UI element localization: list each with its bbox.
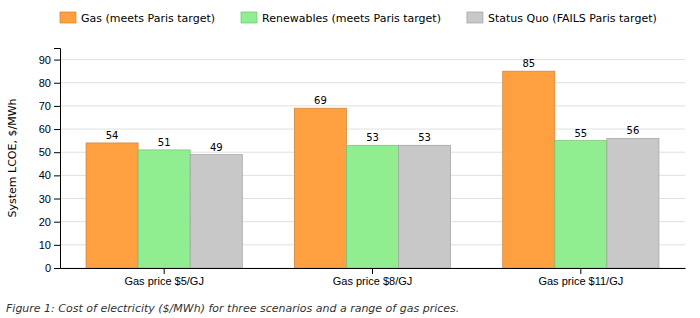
data-label: 55 — [574, 128, 587, 139]
y-tick-mark — [54, 245, 60, 246]
y-tick-mark — [54, 60, 60, 61]
data-label: 53 — [418, 132, 431, 143]
bar — [555, 141, 607, 268]
y-tick-mark — [54, 152, 60, 153]
bar — [503, 71, 555, 268]
legend-item: Renewables (meets Paris target) — [241, 12, 441, 25]
bar — [607, 138, 659, 268]
bar — [86, 143, 138, 268]
y-tick-mark — [54, 175, 60, 176]
grid — [60, 60, 685, 268]
bars — [86, 71, 659, 268]
data-label: 56 — [627, 125, 640, 136]
legend-item: Gas (meets Paris target) — [60, 12, 215, 25]
y-tick: 80 — [39, 77, 60, 89]
x-axis: Gas price $5/GJ Gas price $8/GJ Gas price … — [61, 268, 686, 287]
y-tick: 50 — [39, 146, 60, 158]
grid-line — [60, 129, 685, 130]
y-tick-label: 50 — [39, 146, 51, 158]
x-tick-mark — [372, 268, 373, 274]
y-tick-label: 70 — [39, 100, 51, 112]
y-tick-mark — [54, 268, 60, 269]
bar — [138, 150, 190, 268]
data-label: 51 — [158, 137, 171, 148]
y-tick: 90 — [39, 54, 60, 66]
data-label: 53 — [366, 132, 379, 143]
legend-item: Status Quo (FAILS Paris target) — [467, 12, 657, 25]
legend-label: Renewables (meets Paris target) — [262, 12, 441, 25]
legend-swatch — [60, 12, 76, 23]
y-tick: 60 — [39, 123, 60, 135]
y-tick-mark — [54, 222, 60, 223]
y-tick-mark — [54, 129, 60, 130]
y-tick-mark — [54, 199, 60, 200]
grid-line — [60, 82, 685, 83]
y-axis-title: System LCOE, $/MWh — [6, 98, 19, 217]
x-tick-label: Gas price $5/GJ — [124, 275, 203, 287]
data-label: 49 — [210, 142, 223, 153]
bar — [399, 145, 451, 268]
grid-line — [60, 59, 685, 60]
x-tick: Gas price $11/GJ — [538, 268, 623, 287]
y-tick: 40 — [39, 169, 60, 181]
x-tick: Gas price $5/GJ — [124, 268, 203, 287]
y-tick: 0 — [45, 262, 60, 274]
legend-swatch — [241, 12, 257, 23]
y-axis-line — [54, 49, 61, 269]
y-tick-label: 20 — [39, 216, 51, 228]
y-tick-label: 90 — [39, 54, 51, 66]
y-tick-label: 0 — [45, 262, 51, 274]
bar — [294, 108, 346, 268]
y-tick-label: 60 — [39, 123, 51, 135]
x-tick-label: Gas price $8/GJ — [333, 275, 412, 287]
legend-swatch — [467, 12, 483, 23]
legend-label: Status Quo (FAILS Paris target) — [488, 12, 657, 25]
chart: 0102030405060708090Gas price $5/GJGas pr… — [0, 0, 700, 318]
y-axis: 0 10 20 30 40 50 60 70 80 90 — [39, 49, 61, 275]
x-tick-label: Gas price $11/GJ — [538, 275, 623, 287]
data-labels: 54 69 85 51 53 55 49 53 56 — [106, 58, 640, 152]
y-tick-label: 80 — [39, 77, 51, 89]
y-tick-mark — [54, 106, 60, 107]
legend-label: Gas (meets Paris target) — [81, 12, 215, 25]
plot: 0102030405060708090Gas price $5/GJGas pr… — [6, 49, 686, 287]
data-label: 85 — [522, 58, 535, 69]
data-label: 69 — [314, 95, 327, 106]
y-tick: 30 — [39, 193, 60, 205]
y-tick-label: 10 — [39, 239, 51, 251]
x-tick-mark — [164, 268, 165, 274]
data-label: 54 — [106, 130, 119, 141]
caption: Figure 1: Cost of electricity ($/MWh) fo… — [6, 302, 459, 315]
y-tick: 20 — [39, 216, 60, 228]
x-tick: Gas price $8/GJ — [333, 268, 412, 287]
y-tick-label: 30 — [39, 193, 51, 205]
x-tick-mark — [580, 268, 581, 274]
grid-line — [60, 105, 685, 106]
y-tick: 70 — [39, 100, 60, 112]
bar — [346, 145, 398, 268]
y-tick-mark — [54, 83, 60, 84]
y-tick-label: 40 — [39, 169, 51, 181]
bar — [190, 155, 242, 268]
legend: Gas (meets Paris target) Renewables (meet… — [60, 12, 657, 25]
y-tick: 10 — [39, 239, 60, 251]
